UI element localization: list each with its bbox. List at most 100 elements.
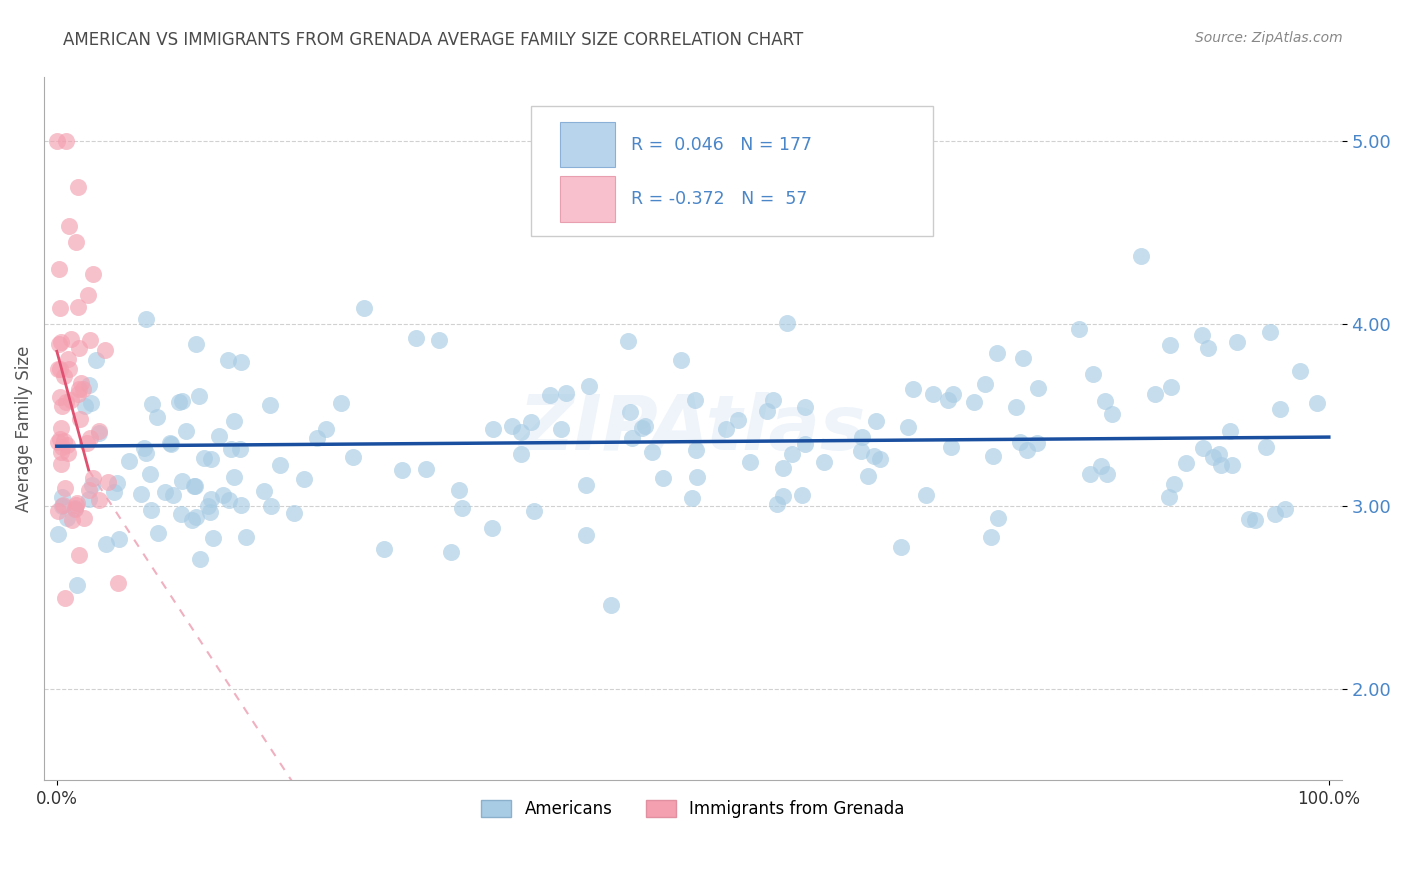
Point bbox=[60, 332, 83, 346]
Point bbox=[307, 431, 329, 445]
Point bbox=[1274, 502, 1296, 516]
Point bbox=[502, 419, 524, 434]
Point bbox=[1130, 249, 1153, 263]
Point bbox=[1028, 381, 1050, 395]
Point bbox=[813, 455, 835, 469]
Point bbox=[229, 498, 252, 512]
Point bbox=[193, 450, 215, 465]
Point bbox=[578, 379, 600, 393]
Point bbox=[756, 404, 779, 418]
Point bbox=[135, 311, 157, 326]
Point bbox=[686, 469, 709, 483]
Point bbox=[235, 530, 257, 544]
Point bbox=[681, 491, 703, 506]
Point bbox=[1015, 443, 1038, 458]
Point bbox=[66, 577, 89, 591]
Point bbox=[76, 288, 98, 302]
FancyBboxPatch shape bbox=[561, 121, 614, 168]
Point bbox=[96, 537, 118, 551]
Point bbox=[481, 521, 503, 535]
Point bbox=[1090, 458, 1112, 473]
Point bbox=[58, 362, 80, 376]
Point bbox=[51, 445, 73, 459]
Point bbox=[555, 386, 578, 401]
Point bbox=[153, 484, 176, 499]
Text: R = -0.372   N =  57: R = -0.372 N = 57 bbox=[630, 190, 807, 208]
Point bbox=[170, 474, 193, 488]
Point bbox=[67, 341, 90, 355]
Point bbox=[440, 544, 463, 558]
Point bbox=[53, 591, 76, 605]
Point bbox=[51, 490, 73, 504]
Point bbox=[772, 489, 794, 503]
Point bbox=[56, 352, 79, 367]
Point bbox=[619, 405, 641, 419]
Point bbox=[66, 300, 89, 314]
Point bbox=[342, 450, 364, 464]
Point bbox=[986, 346, 1008, 360]
Point bbox=[415, 462, 437, 476]
Point bbox=[212, 488, 235, 502]
Point bbox=[56, 438, 79, 452]
Point bbox=[260, 499, 283, 513]
Point bbox=[73, 511, 96, 525]
Point bbox=[1101, 408, 1123, 422]
Point bbox=[869, 452, 891, 467]
Point bbox=[53, 481, 76, 495]
Point bbox=[69, 376, 91, 391]
Point bbox=[170, 508, 193, 522]
Point bbox=[509, 447, 531, 461]
Point bbox=[66, 180, 89, 194]
Point bbox=[174, 424, 197, 438]
Point bbox=[48, 390, 70, 404]
Point bbox=[222, 414, 245, 428]
Point bbox=[922, 387, 945, 401]
Point bbox=[851, 444, 873, 458]
Point bbox=[229, 354, 252, 368]
Point bbox=[941, 441, 963, 455]
Point bbox=[141, 397, 163, 411]
Point bbox=[914, 488, 936, 502]
Point bbox=[714, 422, 737, 436]
Point bbox=[94, 343, 117, 358]
Point bbox=[449, 483, 471, 498]
Point bbox=[1254, 440, 1277, 454]
Point bbox=[105, 475, 128, 490]
Point bbox=[391, 463, 413, 477]
Point bbox=[51, 457, 73, 471]
Point bbox=[575, 478, 598, 492]
Point bbox=[963, 394, 986, 409]
Point bbox=[51, 420, 73, 434]
Point bbox=[87, 424, 110, 438]
Point bbox=[630, 421, 652, 435]
Point bbox=[200, 492, 222, 507]
Point bbox=[651, 471, 673, 485]
Point bbox=[56, 445, 79, 459]
Point bbox=[427, 334, 450, 348]
Point bbox=[76, 436, 98, 450]
Point bbox=[1191, 328, 1213, 343]
Point bbox=[229, 442, 252, 456]
Point bbox=[46, 504, 69, 518]
Text: R =  0.046   N = 177: R = 0.046 N = 177 bbox=[630, 136, 811, 153]
Point bbox=[987, 511, 1010, 525]
Point bbox=[1067, 322, 1090, 336]
FancyBboxPatch shape bbox=[530, 105, 932, 235]
Point bbox=[1005, 401, 1028, 415]
Point bbox=[738, 454, 761, 468]
Text: Source: ZipAtlas.com: Source: ZipAtlas.com bbox=[1195, 31, 1343, 45]
Point bbox=[1094, 393, 1116, 408]
Point bbox=[1191, 441, 1213, 455]
Point bbox=[1095, 467, 1118, 482]
Point bbox=[259, 399, 281, 413]
Point bbox=[981, 449, 1004, 463]
Point bbox=[782, 448, 804, 462]
Point bbox=[856, 469, 879, 483]
Point bbox=[621, 431, 644, 445]
Point bbox=[48, 336, 70, 351]
Point bbox=[63, 500, 86, 515]
Point bbox=[772, 460, 794, 475]
Point bbox=[766, 497, 789, 511]
Point bbox=[1175, 456, 1198, 470]
Point bbox=[685, 443, 707, 458]
